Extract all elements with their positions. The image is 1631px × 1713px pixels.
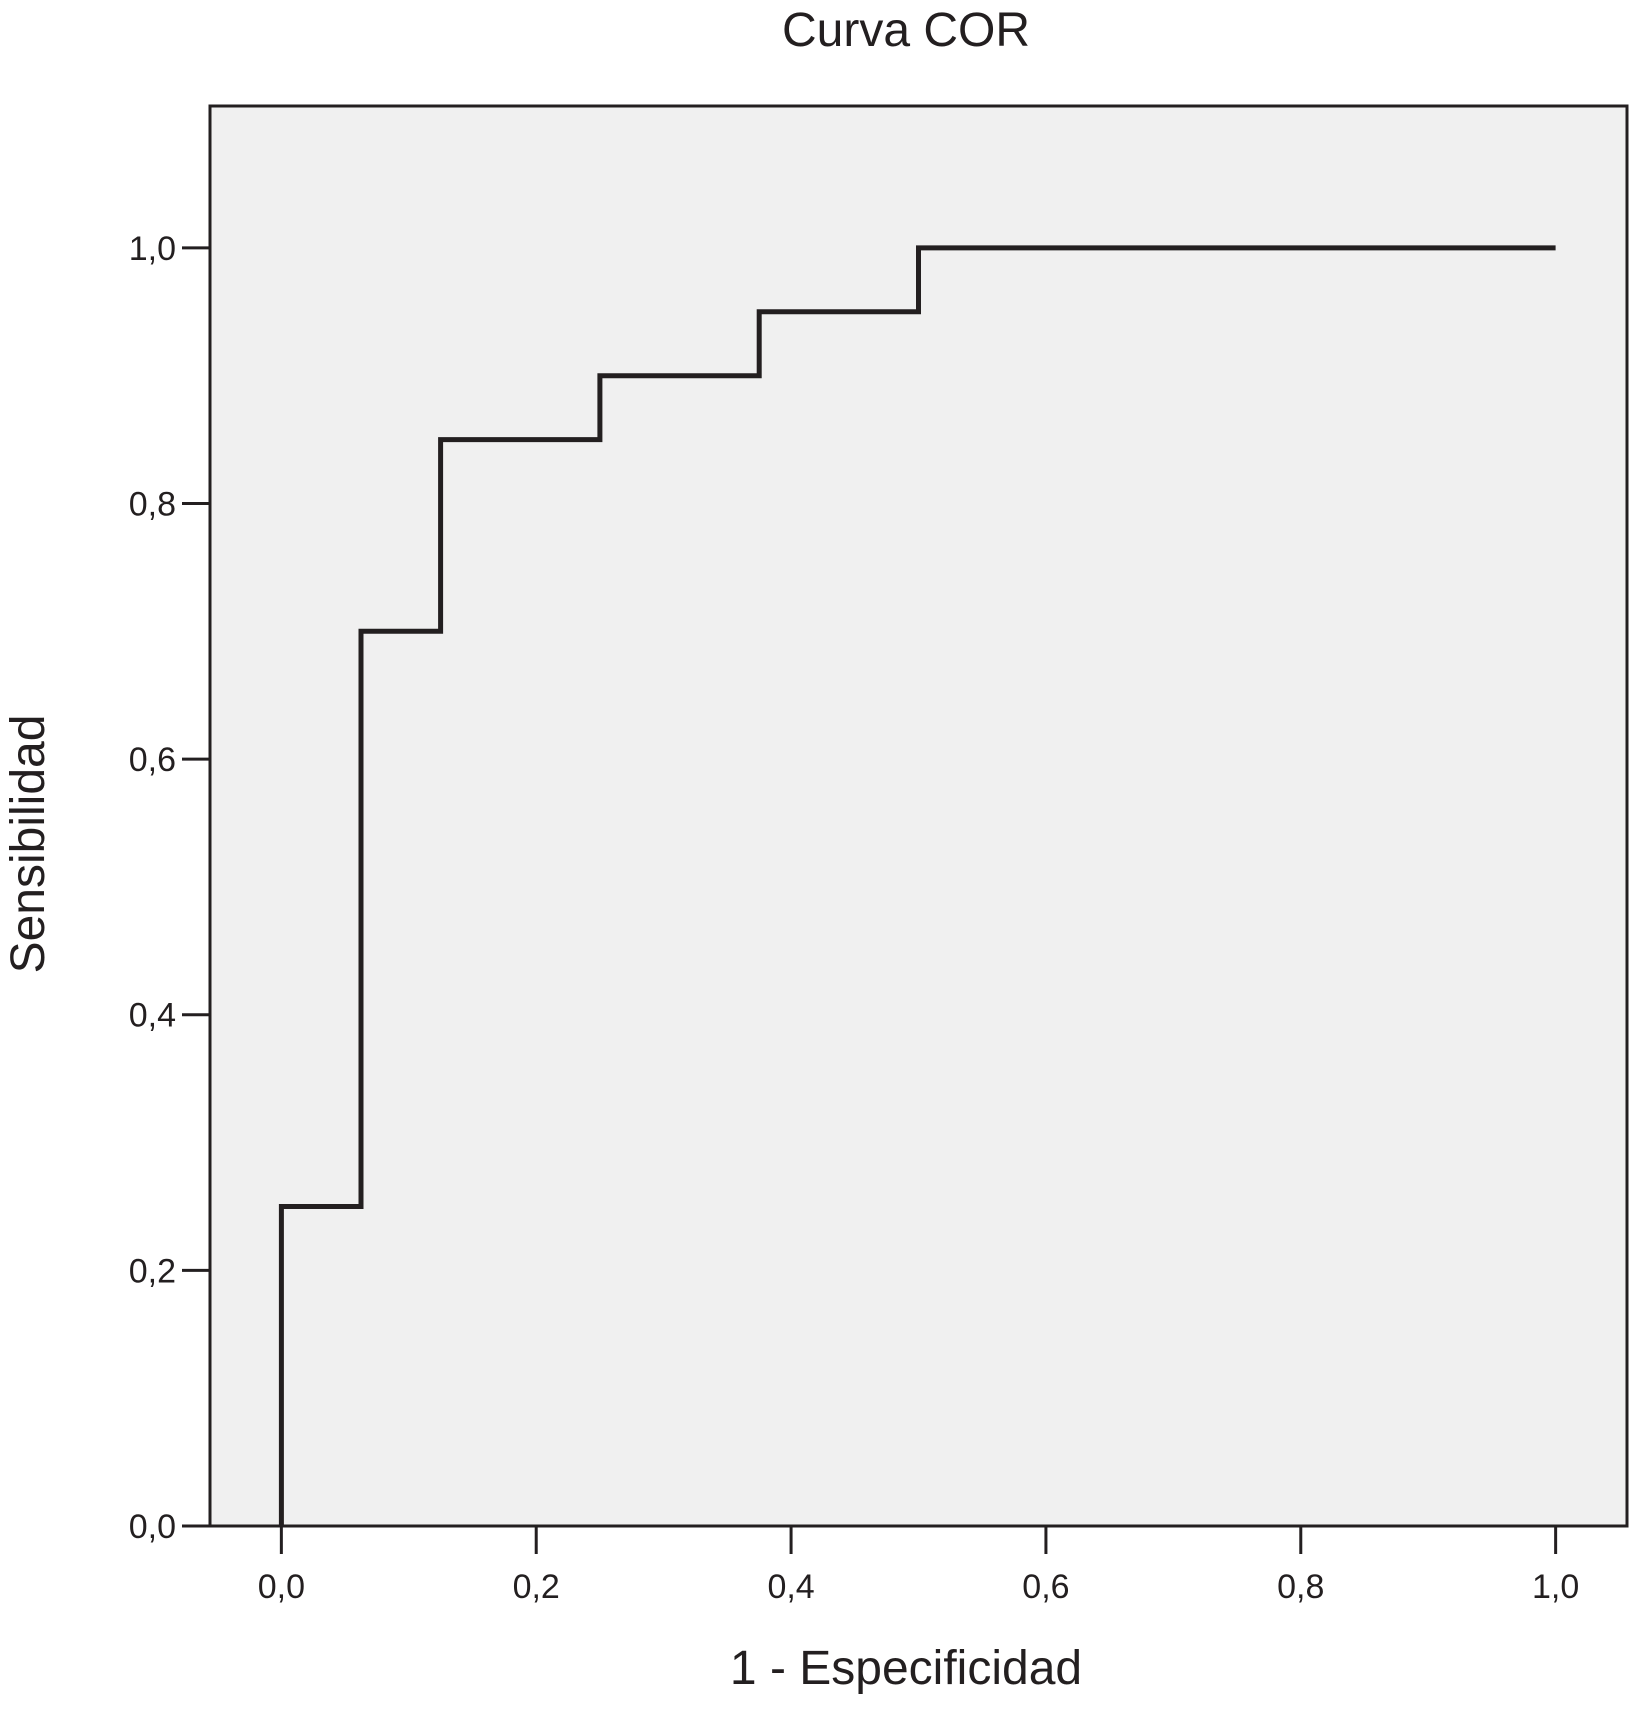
plot-area — [208, 104, 1629, 1528]
x-axis-ticks: 0,0 0,2 0,4 0,6 0,8 1,0 — [258, 1526, 1579, 1606]
y-tick-label: 0,6 — [129, 741, 176, 779]
y-tick-label: 0,0 — [129, 1508, 176, 1546]
x-tick-label: 0,2 — [513, 1568, 560, 1606]
roc-curve-line — [278, 245, 1556, 1526]
x-tick-label: 0,6 — [1022, 1568, 1069, 1606]
y-tick-label: 0,4 — [129, 997, 176, 1035]
y-tick-label: 0,2 — [129, 1252, 176, 1290]
x-tick-label: 0,8 — [1277, 1568, 1324, 1606]
y-tick-label: 1,0 — [129, 230, 176, 268]
x-tick-label: 0,4 — [767, 1568, 814, 1606]
y-tick-label: 0,8 — [129, 485, 176, 523]
x-axis-label: 1 - Especificidad — [730, 1642, 1082, 1695]
y-axis-ticks: 0,0 0,2 0,4 0,6 0,8 1,0 — [129, 230, 210, 1546]
x-tick-label: 0,0 — [258, 1568, 305, 1606]
y-axis-label: Sensibilidad — [2, 715, 55, 974]
chart-title: Curva COR — [782, 4, 1030, 57]
x-tick-label: 1,0 — [1532, 1568, 1579, 1606]
